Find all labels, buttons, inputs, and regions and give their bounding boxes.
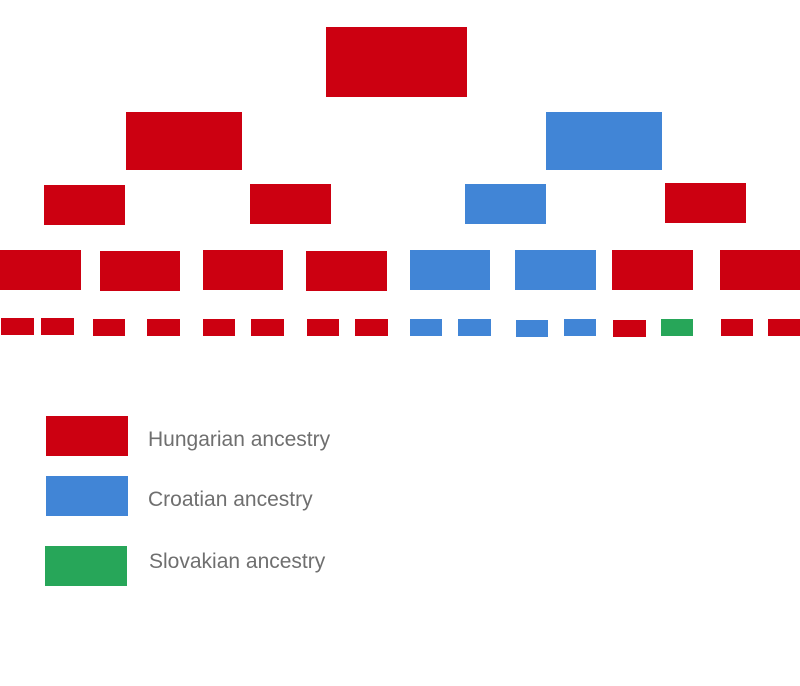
ancestor-box-croatian <box>410 250 490 290</box>
ancestor-box-hungarian <box>612 250 693 290</box>
ancestor-box-croatian <box>458 319 491 336</box>
ancestor-box-croatian <box>465 184 546 224</box>
ancestor-box-slovakian <box>661 319 693 336</box>
ancestor-box-hungarian <box>0 250 81 290</box>
legend-label-hungarian: Hungarian ancestry <box>148 428 331 451</box>
ancestor-box-hungarian <box>306 251 387 291</box>
ancestor-box-hungarian <box>251 319 284 336</box>
legend-label-slovakian: Slovakian ancestry <box>149 550 326 573</box>
ancestor-box-croatian <box>410 319 442 336</box>
ancestor-box-hungarian <box>41 318 74 335</box>
ancestor-box-hungarian <box>721 319 753 336</box>
legend-swatch-croatian <box>46 476 128 516</box>
ancestor-box-hungarian <box>93 319 125 336</box>
ancestor-box-hungarian <box>126 112 242 170</box>
ancestor-box-hungarian <box>44 185 125 225</box>
ancestor-box-hungarian <box>665 183 746 223</box>
ancestor-box-hungarian <box>307 319 339 336</box>
ancestor-box-croatian <box>564 319 596 336</box>
ancestor-box-hungarian <box>768 319 800 336</box>
ancestor-box-hungarian <box>355 319 388 336</box>
ancestor-box-hungarian <box>203 319 235 336</box>
ancestor-box-hungarian <box>1 318 34 335</box>
legend-swatch-slovakian <box>45 546 127 586</box>
legend-label-croatian: Croatian ancestry <box>148 488 313 511</box>
ancestor-box-hungarian <box>203 250 283 290</box>
ancestor-box-croatian <box>515 250 596 290</box>
ancestor-box-hungarian <box>613 320 646 337</box>
ancestor-box-croatian <box>516 320 548 337</box>
ancestor-box-hungarian <box>147 319 180 336</box>
ancestor-box-hungarian <box>250 184 331 224</box>
ancestor-box-croatian <box>546 112 662 170</box>
ancestor-box-hungarian <box>720 250 800 290</box>
ancestor-box-hungarian <box>100 251 180 291</box>
legend-swatch-hungarian <box>46 416 128 456</box>
ancestry-tree <box>0 27 800 337</box>
ancestor-box-hungarian <box>326 27 467 97</box>
